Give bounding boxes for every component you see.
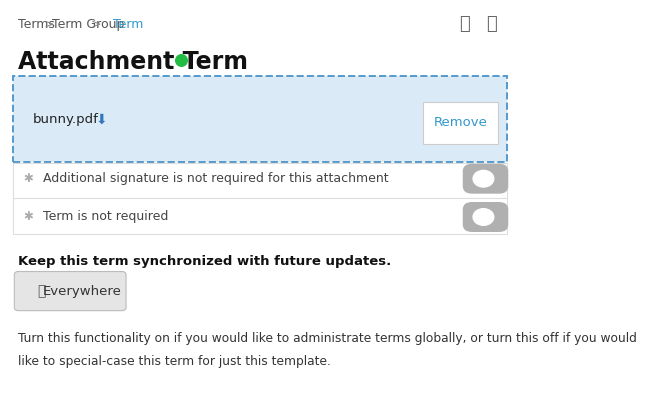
Text: Term Group: Term Group: [51, 18, 124, 31]
Text: Everywhere: Everywhere: [43, 285, 122, 297]
Text: 🔓: 🔓: [459, 15, 469, 33]
FancyBboxPatch shape: [463, 202, 508, 232]
Text: bunny.pdf: bunny.pdf: [33, 113, 98, 126]
Text: Term is not required: Term is not required: [43, 210, 168, 223]
Text: ✱: ✱: [23, 210, 33, 223]
FancyBboxPatch shape: [14, 272, 126, 310]
Text: 🌐: 🌐: [37, 284, 46, 298]
Circle shape: [473, 209, 494, 225]
FancyBboxPatch shape: [13, 163, 507, 235]
Text: Term: Term: [113, 18, 143, 31]
Text: Attachment Term: Attachment Term: [18, 50, 249, 74]
Text: Remove: Remove: [434, 116, 488, 129]
Text: Turn this functionality on if you would like to administrate terms globally, or : Turn this functionality on if you would …: [18, 332, 637, 345]
Text: Additional signature is not required for this attachment: Additional signature is not required for…: [43, 172, 389, 185]
FancyBboxPatch shape: [423, 102, 498, 144]
Circle shape: [473, 171, 494, 187]
Text: ⬇: ⬇: [96, 113, 107, 127]
Point: [176, 56, 187, 63]
Text: like to special-case this term for just this template.: like to special-case this term for just …: [18, 355, 331, 368]
Text: Terms: Terms: [18, 18, 55, 31]
FancyBboxPatch shape: [13, 76, 507, 162]
Text: >: >: [90, 18, 101, 31]
Text: ✱: ✱: [23, 172, 33, 185]
FancyBboxPatch shape: [463, 164, 508, 194]
Text: >: >: [44, 18, 54, 31]
Text: 🗑: 🗑: [486, 15, 497, 33]
Text: Keep this term synchronized with future updates.: Keep this term synchronized with future …: [18, 255, 392, 268]
